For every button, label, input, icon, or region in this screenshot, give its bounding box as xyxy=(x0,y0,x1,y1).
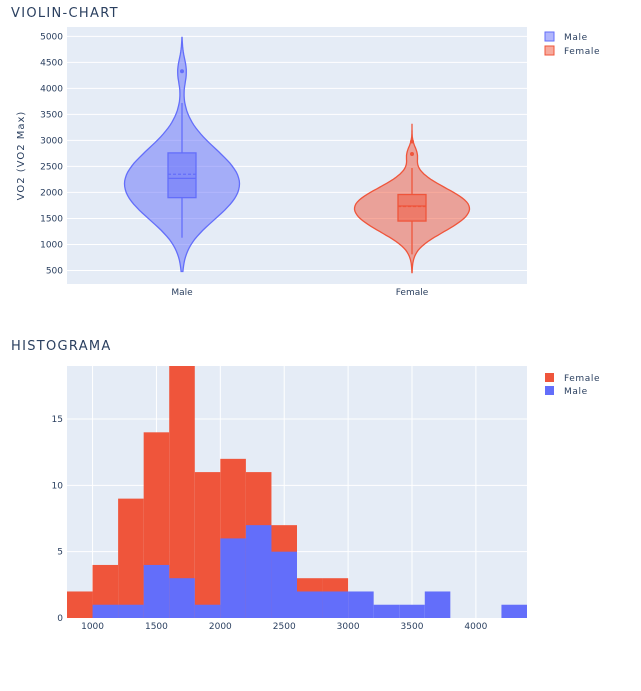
legend-label-female: Female xyxy=(564,374,600,384)
x-tick-label: 4000 xyxy=(464,622,487,632)
y-axis-title: VO2 (VO2 Max) xyxy=(16,111,27,201)
bar-male xyxy=(373,604,400,618)
legend-swatch-female xyxy=(544,45,555,56)
bar-male xyxy=(118,604,144,618)
x-tick-label: 3000 xyxy=(337,622,360,632)
bar-male xyxy=(399,604,425,618)
legend-label-female: Female xyxy=(564,47,600,57)
legend-label-male: Male xyxy=(564,33,588,43)
legend-label-male: Male xyxy=(564,387,588,397)
x-tick-label: 1500 xyxy=(145,622,168,632)
bar-male xyxy=(424,591,451,618)
y-tick-label: 2000 xyxy=(40,188,63,198)
legend-swatch-female xyxy=(545,373,554,382)
violin-chart-title: VIOLIN-CHART xyxy=(11,6,119,21)
y-tick-label: 3000 xyxy=(40,136,63,146)
box-iqr xyxy=(167,152,197,199)
legend-swatch-male xyxy=(544,31,555,42)
bar-male xyxy=(245,525,272,618)
y-tick-label: 4500 xyxy=(40,58,63,68)
x-tick-label: Male xyxy=(171,288,193,298)
y-tick-label: 10 xyxy=(52,481,64,491)
x-tick-label: 1000 xyxy=(81,622,104,632)
x-tick-label: Female xyxy=(396,288,429,298)
bar-male xyxy=(169,578,195,618)
y-tick-label: 1500 xyxy=(40,214,63,224)
bar-male xyxy=(501,604,527,618)
bar-male xyxy=(143,564,170,618)
bar-male xyxy=(271,551,297,618)
bar-male xyxy=(194,604,221,618)
x-tick-label: 2500 xyxy=(273,622,296,632)
histogram-title: HISTOGRAMA xyxy=(11,339,112,354)
y-tick-label: 4000 xyxy=(40,84,63,94)
outlier-point xyxy=(180,69,184,74)
y-tick-label: 5 xyxy=(57,548,63,558)
x-tick-label: 3500 xyxy=(401,622,424,632)
violin-chart: 500 1000 1500 2000 2500 3000 3500 4000 4500 5000 M… xyxy=(16,27,600,298)
y-tick-label: 1000 xyxy=(40,240,63,250)
bar-male xyxy=(297,591,323,618)
y-tick-label: 15 xyxy=(52,415,63,425)
bar-female xyxy=(67,591,93,618)
legend-swatch-male xyxy=(545,386,554,395)
bar-female xyxy=(194,472,221,618)
y-tick-label: 2500 xyxy=(40,162,63,172)
outlier-point xyxy=(410,139,414,144)
y-tick-label: 3500 xyxy=(40,110,63,120)
bar-male xyxy=(220,538,246,618)
bar-male xyxy=(92,604,119,618)
bar-female xyxy=(169,366,195,618)
bar-male xyxy=(348,591,374,618)
box-iqr xyxy=(397,193,427,222)
x-tick-label: 2000 xyxy=(209,622,232,632)
y-tick-label: 500 xyxy=(46,266,63,276)
bar-male xyxy=(322,591,349,618)
bar-female xyxy=(118,498,144,618)
y-tick-label: 5000 xyxy=(40,32,63,42)
y-tick-label: 0 xyxy=(57,614,63,624)
outlier-point xyxy=(410,151,414,156)
